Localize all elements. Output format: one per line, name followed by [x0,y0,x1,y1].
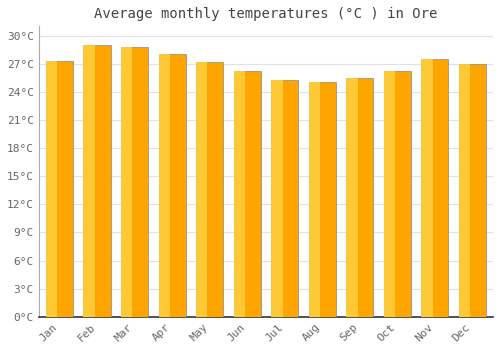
Bar [422,59,432,317]
Bar [271,80,298,317]
Bar [459,64,470,317]
Bar [84,45,110,317]
Bar [459,64,486,317]
Title: Average monthly temperatures (°C ) in Ore: Average monthly temperatures (°C ) in Or… [94,7,438,21]
Bar [84,45,95,317]
Bar [196,62,207,317]
Bar [121,47,132,317]
Bar [346,78,358,317]
Bar [384,71,411,317]
Bar [422,59,448,317]
Bar [158,54,170,317]
Bar [346,78,374,317]
Bar [196,62,223,317]
Bar [158,54,186,317]
Bar [234,71,245,317]
Bar [271,80,282,317]
Bar [46,61,73,317]
Bar [308,82,336,317]
Bar [121,47,148,317]
Bar [234,71,260,317]
Bar [384,71,395,317]
Bar [46,61,58,317]
Bar [308,82,320,317]
